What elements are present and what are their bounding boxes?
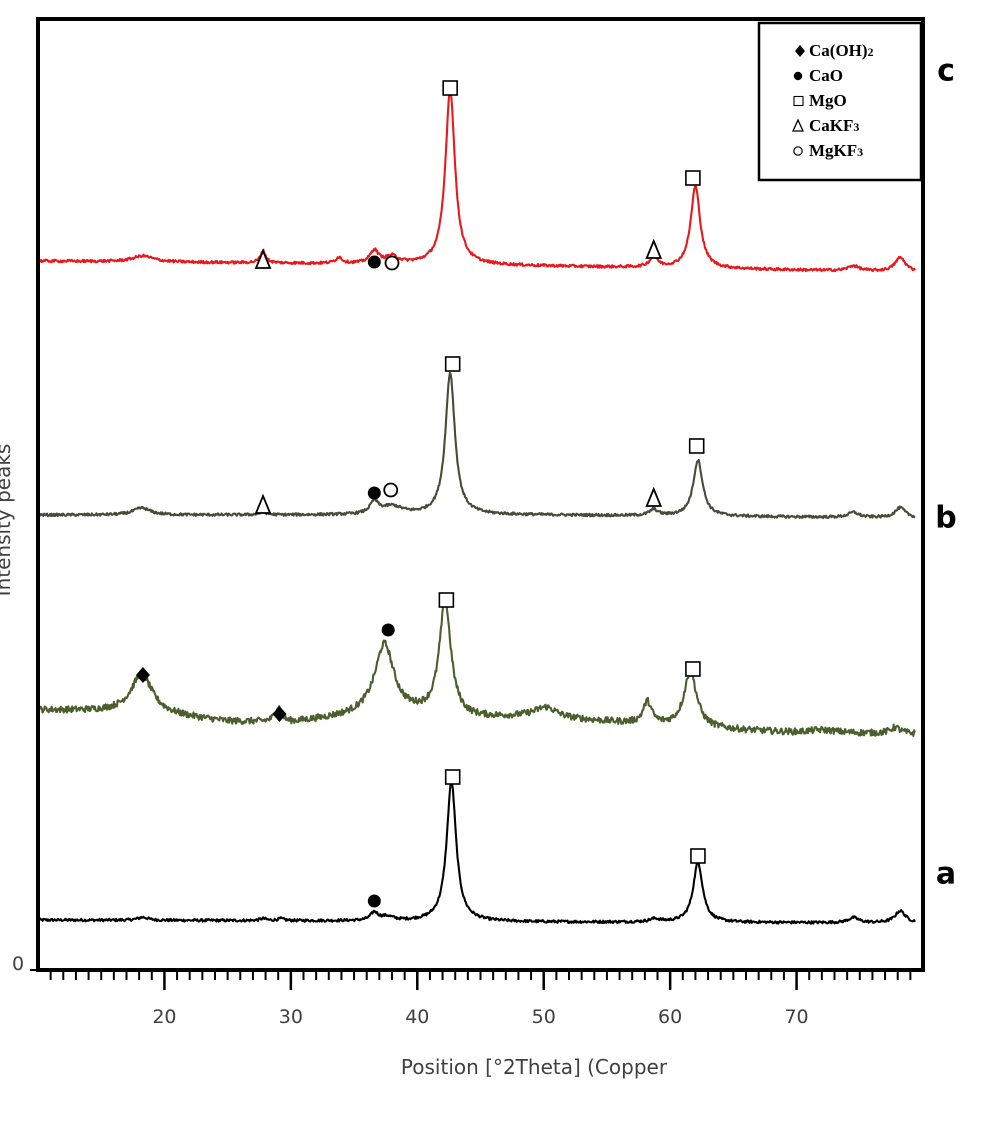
x-ticks: 20 30 40 50 60 70 [30, 969, 912, 1028]
series-label-a: a [936, 857, 956, 892]
y-axis-title: Intensity peaks [0, 444, 15, 597]
series-d-line [37, 88, 916, 273]
x-axis-title: Position [°2Theta] (Copper [401, 1055, 668, 1079]
series-c-line [37, 371, 916, 520]
peak-marker-b-1 [272, 706, 287, 722]
marker-layer [135, 80, 706, 908]
y-zero-label: 0 [12, 953, 24, 975]
x-tick-label-20: 20 [152, 1006, 176, 1028]
peak-marker-b-3 [438, 592, 455, 608]
peak-marker-d-2 [384, 255, 400, 271]
peak-marker-b-4 [685, 661, 701, 677]
legend: Ca(OH)2 CaO MgO CaKF3 MgKF3 [757, 21, 923, 182]
legend-label-0: Ca(OH)2 [809, 41, 874, 60]
legend-entry-4: MgKF3 [793, 141, 863, 160]
legend-label-2: MgO [809, 91, 847, 110]
series-label-c: c [937, 54, 955, 89]
legend-box [757, 21, 923, 182]
peak-marker-b-2 [381, 623, 395, 637]
x-tick-label-60: 60 [658, 1006, 682, 1028]
peak-marker-d-4 [645, 238, 663, 259]
peak-marker-c-0 [254, 493, 272, 514]
peak-marker-d-1 [367, 255, 381, 269]
legend-entry-2: MgO [793, 91, 847, 110]
x-tick-label-30: 30 [279, 1006, 303, 1028]
peak-marker-c-2 [383, 482, 399, 498]
peak-marker-a-1 [444, 769, 461, 785]
x-tick-label-40: 40 [405, 1006, 429, 1028]
peak-marker-c-4 [645, 486, 663, 507]
peak-marker-a-2 [690, 848, 706, 864]
legend-symbol-0 [795, 45, 805, 57]
legend-entry-0: Ca(OH)2 [795, 41, 874, 60]
peak-marker-b-0 [135, 667, 150, 683]
x-tick-label-70: 70 [784, 1006, 808, 1028]
legend-symbol-1 [793, 71, 803, 81]
series-label-b: b [935, 501, 956, 536]
series-b-line [36, 599, 916, 737]
legend-symbol-3 [791, 118, 805, 132]
series-labels: abcd [935, 54, 956, 892]
peak-marker-c-1 [367, 486, 381, 500]
legend-label-4: MgKF3 [809, 141, 863, 160]
peak-marker-c-5 [688, 438, 705, 454]
legend-label-1: CaO [809, 66, 843, 85]
peak-marker-a-0 [367, 894, 381, 908]
legend-entry-1: CaO [793, 66, 843, 85]
legend-symbol-4 [793, 146, 803, 156]
legend-label-3: CaKF3 [809, 116, 859, 135]
legend-symbol-2 [793, 95, 804, 107]
legend-entries: Ca(OH)2 CaO MgO CaKF3 MgKF3 [791, 41, 874, 160]
x-tick-label-50: 50 [532, 1006, 556, 1028]
peak-marker-d-5 [685, 170, 701, 186]
peak-marker-c-3 [444, 356, 461, 372]
peak-marker-d-3 [442, 80, 458, 96]
series-layer [36, 88, 916, 925]
series-a-line [37, 780, 916, 925]
legend-entry-3: CaKF3 [791, 116, 859, 135]
peak-marker-d-0 [254, 248, 272, 269]
